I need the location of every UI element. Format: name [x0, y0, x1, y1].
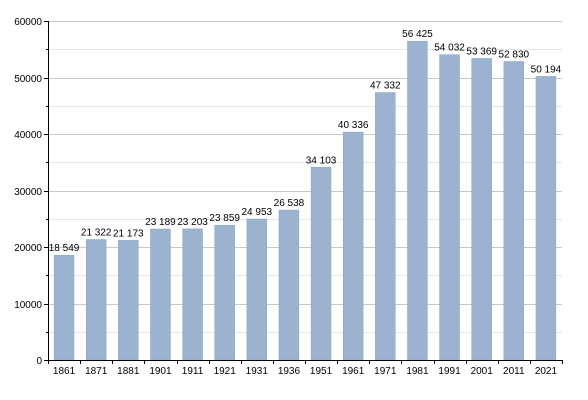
data-label-1931: 24 953: [242, 207, 273, 218]
y-tick-label-50000: 50000: [14, 74, 42, 85]
y-tick-label-30000: 30000: [14, 187, 42, 198]
data-label-1921: 23 859: [209, 213, 240, 224]
data-label-1991: 54 032: [434, 43, 465, 54]
y-tick-label-0: 0: [36, 356, 42, 367]
bar-1881: [118, 240, 139, 361]
bar-1931: [246, 218, 268, 361]
x-tick-label-1936: 1936: [278, 366, 301, 377]
x-tick-label-1871: 1871: [85, 366, 108, 377]
bar-2001: [471, 58, 492, 361]
data-label-1881: 21 173: [113, 228, 144, 239]
x-tick-label-2001: 2001: [471, 366, 494, 377]
x-tick-label-2021: 2021: [535, 366, 558, 377]
y-tick-label-10000: 10000: [14, 300, 42, 311]
bar-1921: [214, 224, 235, 361]
x-tick-label-1961: 1961: [342, 366, 365, 377]
x-tick-label-1981: 1981: [406, 366, 429, 377]
x-tick-label-1971: 1971: [374, 366, 397, 377]
bar-2011: [503, 61, 525, 361]
data-label-1981: 56 425: [402, 29, 433, 40]
y-tick-label-20000: 20000: [14, 243, 42, 254]
x-tick-label-1931: 1931: [246, 366, 269, 377]
data-label-2021: 50 194: [531, 64, 562, 75]
data-label-1961: 40 336: [338, 120, 369, 131]
data-label-1901: 23 189: [145, 217, 176, 228]
bar-1861: [53, 254, 75, 361]
data-label-2011: 52 830: [499, 50, 530, 61]
axis-layer: [44, 21, 563, 364]
x-tick-label-1921: 1921: [214, 366, 237, 377]
data-label-1871: 21 322: [81, 228, 112, 239]
bar-1911: [182, 228, 203, 361]
data-label-1861: 18 549: [49, 243, 80, 254]
bar-1936: [278, 209, 300, 361]
bar-1961: [342, 131, 364, 361]
x-tick-label-1951: 1951: [310, 366, 333, 377]
bar-1871: [85, 239, 107, 361]
bar-1981: [407, 40, 428, 361]
y-tick-label-60000: 60000: [14, 17, 42, 28]
data-label-1951: 34 103: [306, 155, 337, 166]
bar-1991: [439, 54, 460, 361]
data-label-1971: 47 332: [370, 81, 401, 92]
x-tick-label-1901: 1901: [149, 366, 172, 377]
bar-2021: [535, 76, 557, 361]
bar-layer: [53, 40, 557, 361]
data-label-2001: 53 369: [466, 46, 497, 57]
bar-1901: [150, 228, 171, 361]
x-tick-label-2011: 2011: [503, 366, 525, 377]
data-label-1936: 26 538: [274, 198, 305, 209]
x-tick-label-1991: 1991: [438, 366, 461, 377]
x-tick-label-1911: 1911: [182, 366, 204, 377]
x-tick-label-1881: 1881: [117, 366, 140, 377]
x-tick-label-1861: 1861: [53, 366, 76, 377]
y-tick-label-40000: 40000: [14, 130, 42, 141]
bar-1951: [310, 167, 332, 361]
bar-1971: [375, 92, 396, 361]
data-label-1911: 23 203: [177, 217, 208, 228]
